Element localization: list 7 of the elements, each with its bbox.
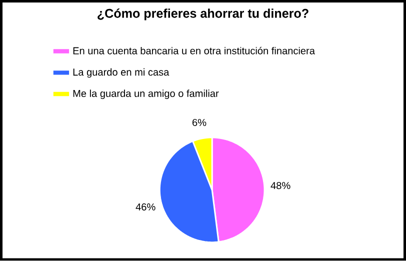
legend-label: En una cuenta bancaria u en otra institución financiera	[73, 46, 315, 54]
chart-title: ¿Cómo prefieres ahorrar tu dinero?	[98, 8, 308, 20]
legend-label: Me la guarda un amigo o familiar	[73, 90, 219, 100]
legend-label: La guardo en mi casa	[73, 68, 170, 78]
data-label: 48%	[270, 182, 290, 190]
data-label: 6%	[192, 119, 206, 126]
data-label: 46%	[136, 203, 156, 211]
